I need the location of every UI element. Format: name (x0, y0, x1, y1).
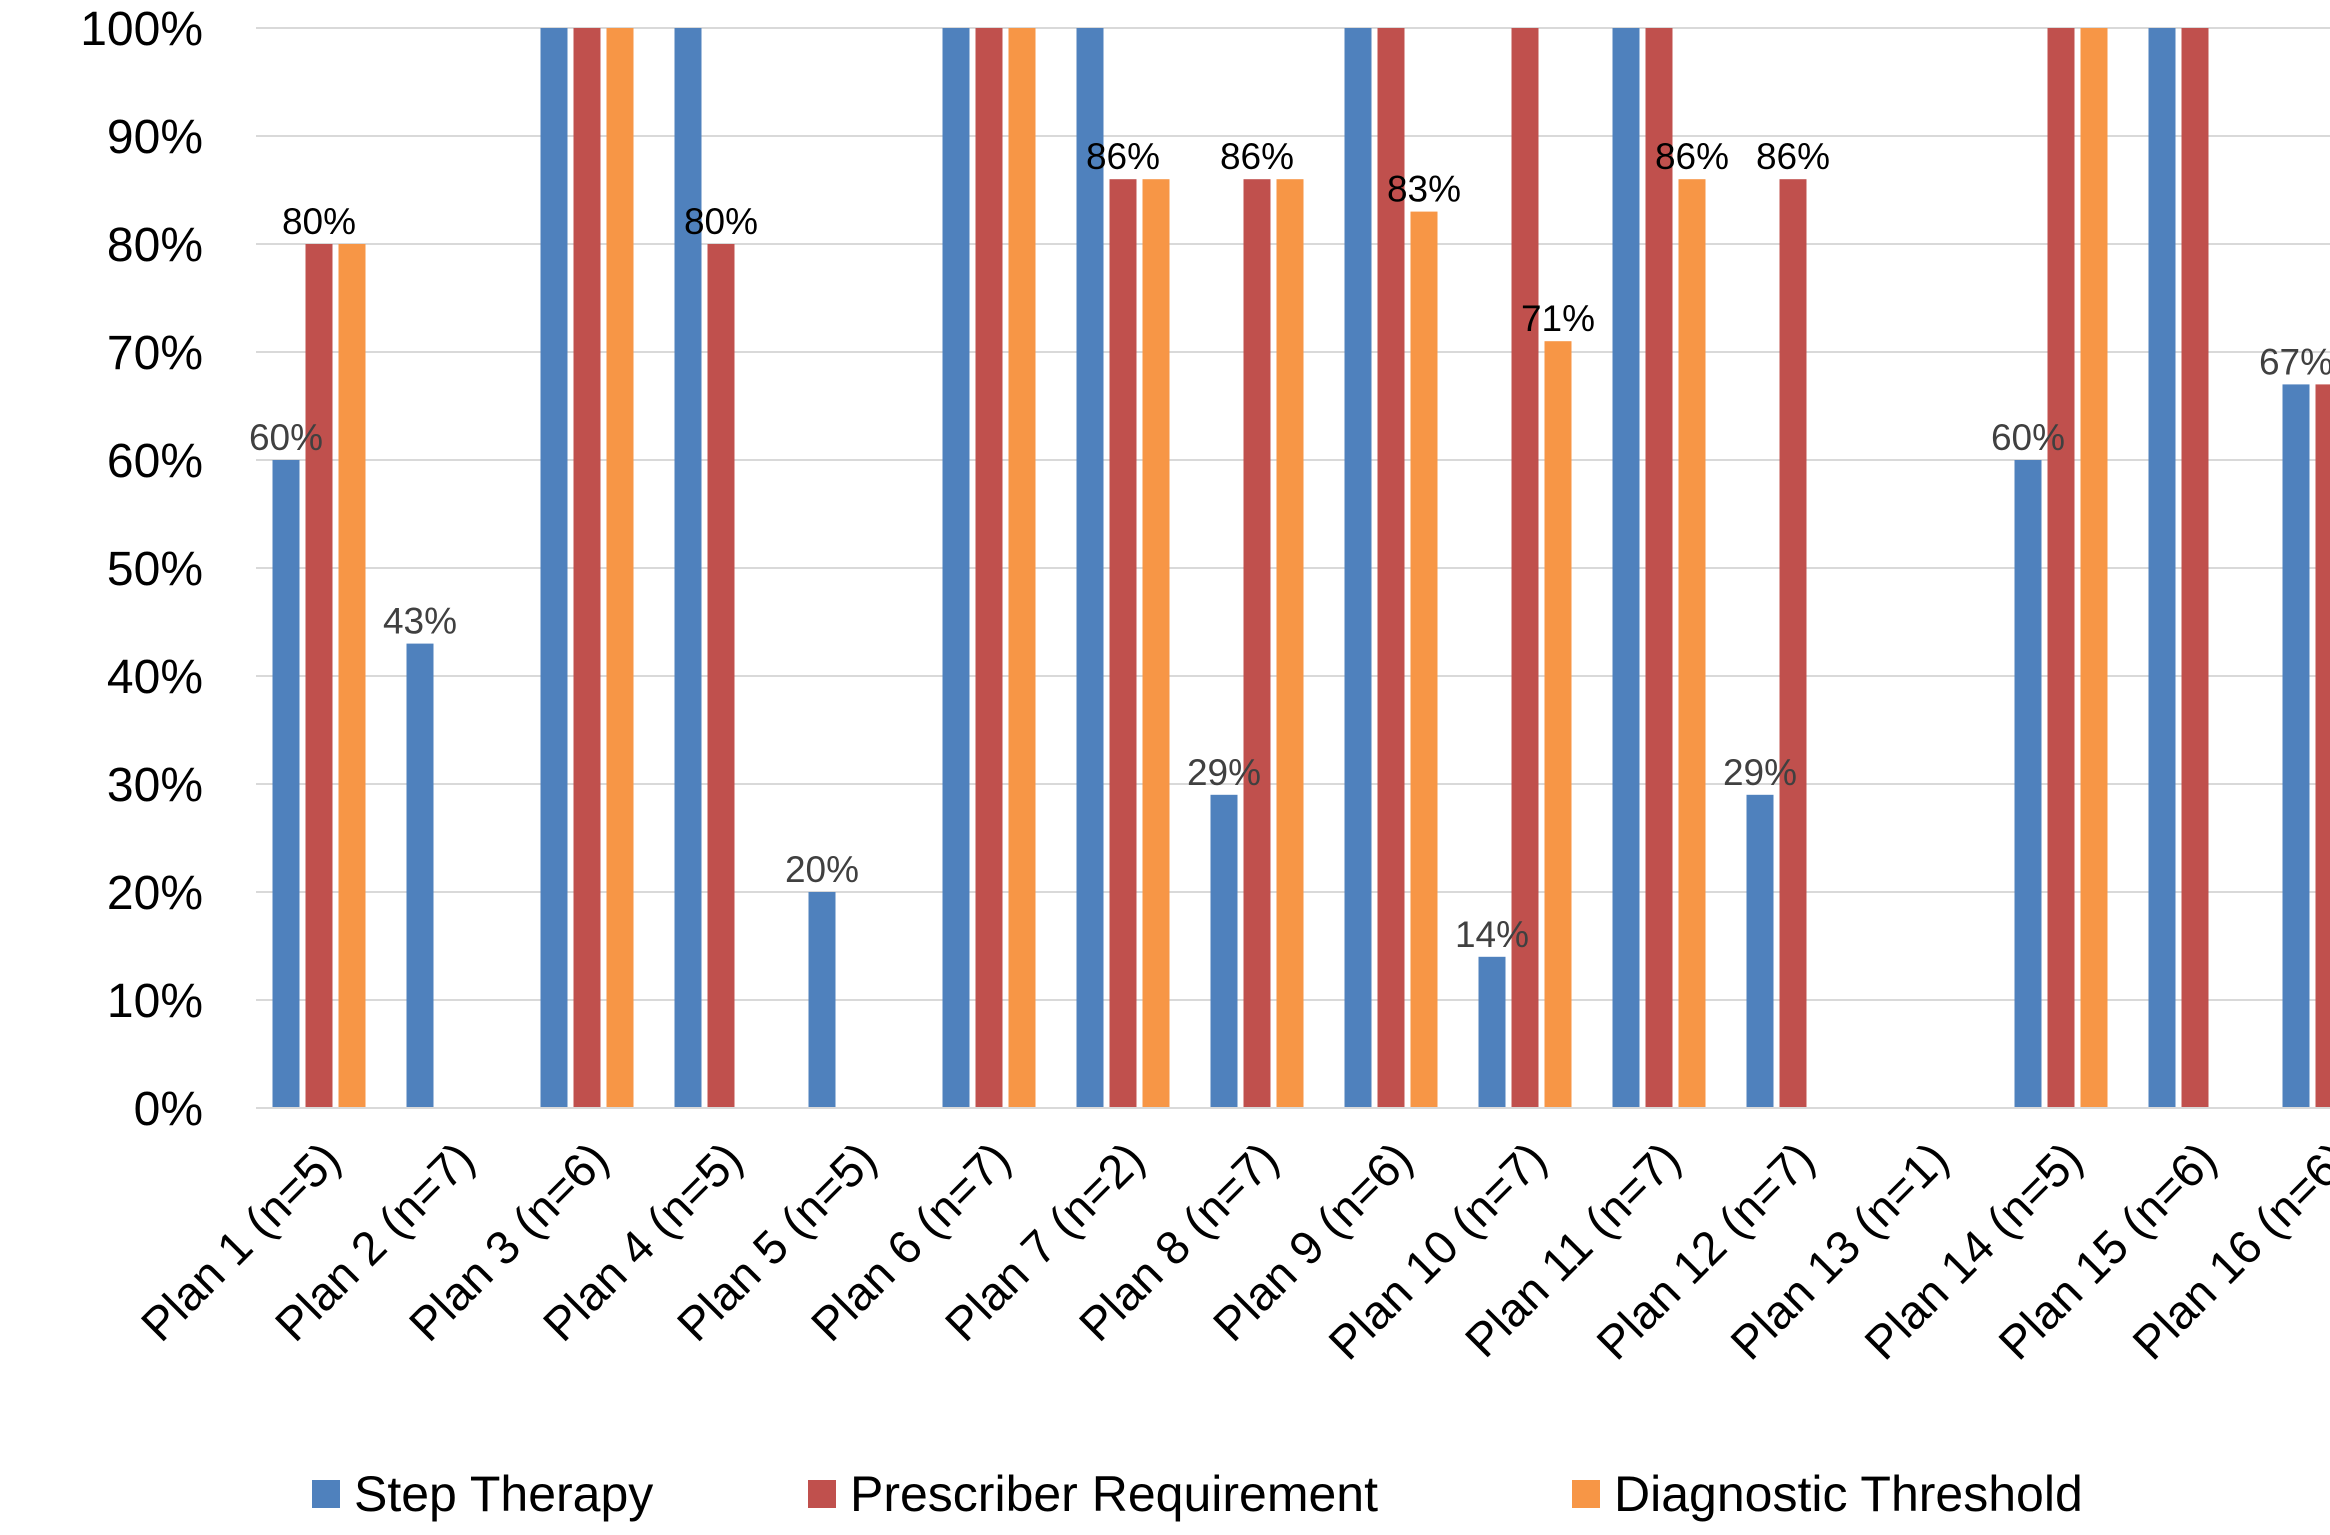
bar-step-therapy-plan-11 (1613, 28, 1640, 1108)
bar-diagnostic-threshold-plan-7 (1143, 179, 1170, 1108)
data-label-step-therapy-plan-12: 29% (1723, 752, 1797, 793)
bar-diagnostic-threshold-plan-9 (1411, 212, 1438, 1108)
bar-diagnostic-threshold-plan-14 (2081, 28, 2108, 1108)
bar-diagnostic-threshold-plan-11 (1679, 179, 1706, 1108)
bar-step-therapy-plan-8 (1211, 795, 1238, 1108)
y-tick-90: 90% (107, 111, 203, 164)
legend-swatch-prescriber-requirement (808, 1480, 836, 1508)
bar-prescriber-requirement-plan-15 (2182, 28, 2209, 1108)
data-label-step-therapy-plan-8: 29% (1187, 752, 1261, 793)
data-label-diagnostic-threshold-plan-10: 71% (1521, 298, 1595, 339)
bar-prescriber-requirement-plan-11 (1646, 28, 1673, 1108)
data-label-diagnostic-threshold-plan-9: 83% (1387, 169, 1461, 210)
bar-prescriber-requirement-plan-14 (2048, 28, 2075, 1108)
data-label-prescriber-requirement-plan-4: 80% (684, 201, 758, 242)
bar-diagnostic-threshold-plan-3 (607, 28, 634, 1108)
bar-diagnostic-threshold-plan-10 (1545, 341, 1572, 1108)
y-tick-30: 30% (107, 759, 203, 812)
data-label-step-therapy-plan-5: 20% (785, 849, 859, 890)
bar-step-therapy-plan-12 (1747, 795, 1774, 1108)
data-label-step-therapy-plan-14: 60% (1991, 417, 2065, 458)
legend-swatch-step-therapy (312, 1480, 340, 1508)
y-tick-0: 0% (134, 1083, 203, 1136)
bar-step-therapy-plan-2 (407, 644, 434, 1108)
data-label-step-therapy-plan-16: 67% (2259, 341, 2330, 382)
legend-label-prescriber-requirement: Prescriber Requirement (850, 1465, 1378, 1523)
bar-prescriber-requirement-plan-1 (306, 244, 333, 1108)
legend-label-step-therapy: Step Therapy (354, 1465, 653, 1523)
bar-step-therapy-plan-10 (1479, 957, 1506, 1108)
bar-prescriber-requirement-plan-16 (2316, 384, 2330, 1108)
bar-step-therapy-plan-5 (809, 892, 836, 1108)
bar-step-therapy-plan-9 (1345, 28, 1372, 1108)
y-tick-100: 100% (80, 3, 203, 56)
legend: Step Therapy Prescriber Requirement Diag… (0, 1465, 2330, 1535)
bar-step-therapy-plan-4 (675, 28, 702, 1108)
bar-diagnostic-threshold-plan-1 (339, 244, 366, 1108)
bar-prescriber-requirement-plan-12 (1780, 179, 1807, 1108)
data-label-step-therapy-plan-1: 60% (249, 417, 323, 458)
bar-diagnostic-threshold-plan-6 (1009, 28, 1036, 1108)
bar-diagnostic-threshold-plan-8 (1277, 179, 1304, 1108)
legend-label-diagnostic-threshold: Diagnostic Threshold (1614, 1465, 2083, 1523)
data-label-step-therapy-plan-10: 14% (1455, 914, 1529, 955)
legend-item-prescriber-requirement: Prescriber Requirement (808, 1465, 1378, 1523)
bar-step-therapy-plan-1 (273, 460, 300, 1108)
y-tick-50: 50% (107, 543, 203, 596)
y-tick-40: 40% (107, 651, 203, 704)
y-tick-20: 20% (107, 867, 203, 920)
y-tick-70: 70% (107, 327, 203, 380)
bar-prescriber-requirement-plan-8 (1244, 179, 1271, 1108)
bar-step-therapy-plan-3 (541, 28, 568, 1108)
bar-step-therapy-plan-16 (2283, 384, 2310, 1108)
legend-swatch-diagnostic-threshold (1572, 1480, 1600, 1508)
bar-prescriber-requirement-plan-6 (976, 28, 1003, 1108)
data-label-prescriber-requirement-plan-8: 86% (1220, 136, 1294, 177)
bar-prescriber-requirement-plan-4 (708, 244, 735, 1108)
bar-step-therapy-plan-6 (943, 28, 970, 1108)
x-axis-tick-labels: Plan 1 (n=5)Plan 2 (n=7)Plan 3 (n=6)Plan… (131, 1132, 2330, 1370)
data-label-prescriber-requirement-plan-12: 86% (1756, 136, 1830, 177)
legend-item-diagnostic-threshold: Diagnostic Threshold (1572, 1465, 2083, 1523)
y-tick-10: 10% (107, 975, 203, 1028)
bar-prescriber-requirement-plan-7 (1110, 179, 1137, 1108)
data-label-prescriber-requirement-plan-1: 80% (282, 201, 356, 242)
y-tick-60: 60% (107, 435, 203, 488)
legend-item-step-therapy: Step Therapy (312, 1465, 653, 1523)
bar-step-therapy-plan-15 (2149, 28, 2176, 1108)
data-label-diagnostic-threshold-plan-11: 86% (1655, 136, 1729, 177)
y-tick-80: 80% (107, 219, 203, 272)
data-label-prescriber-requirement-plan-7: 86% (1086, 136, 1160, 177)
bars (273, 28, 2330, 1108)
bar-step-therapy-plan-7 (1077, 28, 1104, 1108)
y-axis-tick-labels: 0% 10% 20% 30% 40% 50% 60% 70% 80% 90% 100% (80, 3, 203, 1136)
data-label-step-therapy-plan-2: 43% (383, 601, 457, 642)
bar-prescriber-requirement-plan-3 (574, 28, 601, 1108)
bar-step-therapy-plan-14 (2015, 460, 2042, 1108)
